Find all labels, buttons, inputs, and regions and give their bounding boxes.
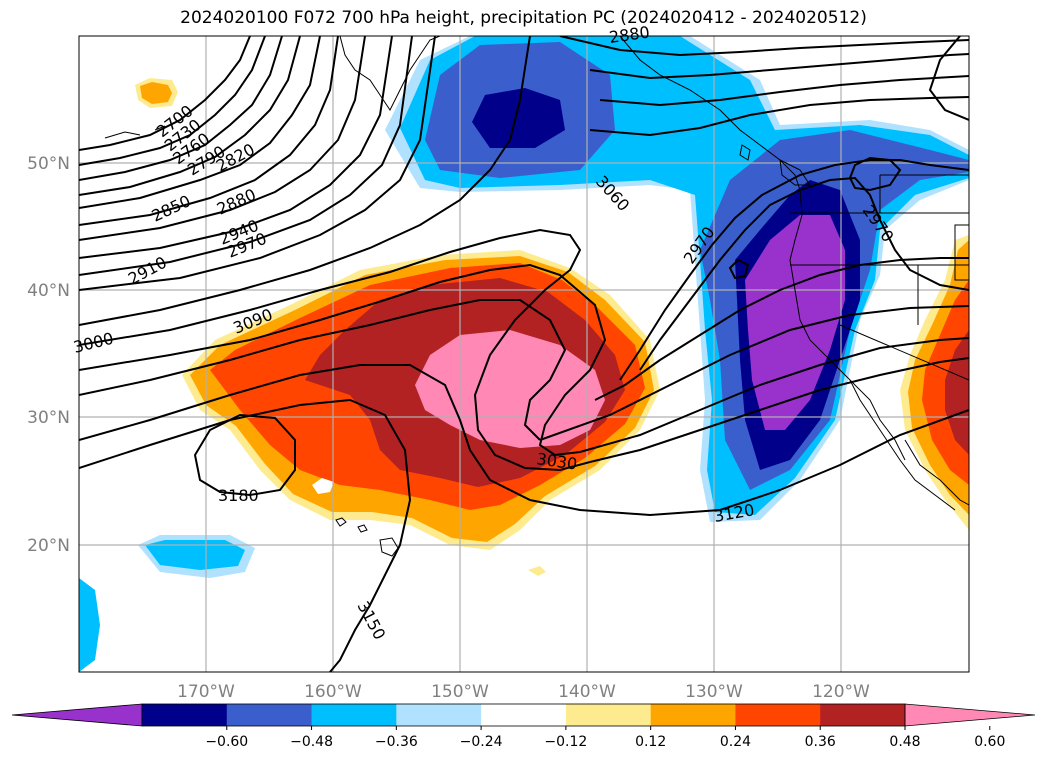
colorbar-tick-label: 0.60 — [974, 734, 1005, 750]
map-frame — [78, 35, 970, 673]
contour-north-5 — [928, 36, 969, 121]
colorbar-swatch — [650, 704, 736, 726]
lat-label-50n: 50°N — [27, 154, 70, 174]
lon-label-140w: 140°W — [558, 682, 616, 702]
contour-2760 — [79, 36, 283, 181]
contour-2970 — [79, 36, 436, 291]
contour-3150 — [79, 398, 412, 672]
contour-2970-east — [639, 176, 969, 371]
longitude-labels: 170°W 160°W 150°W 140°W 130°W 120°W — [177, 682, 870, 702]
coast-aleutian-1 — [104, 131, 141, 139]
colorbar-tick-label: −0.60 — [205, 734, 248, 750]
lon-label-150w: 150°W — [431, 682, 489, 702]
map-title: 2024020100 F072 700 hPa height, precipit… — [180, 8, 867, 28]
contour-2880 — [79, 36, 366, 241]
contour-3000 — [79, 36, 531, 326]
colorbar-tick-label: 0.24 — [720, 734, 751, 750]
colorbar-swatch — [226, 704, 313, 726]
contour-north-3 — [599, 75, 969, 107]
coast-baja — [849, 379, 956, 511]
coast-alaska — [339, 36, 441, 111]
coast-bc-uswest — [789, 189, 906, 461]
coast-aleutian-2 — [154, 125, 166, 131]
colorbar-extend-low — [11, 703, 143, 727]
precip-firebrick-east — [945, 330, 969, 455]
colorbar-swatch — [311, 704, 397, 726]
coastlines — [104, 36, 969, 557]
lat-label-30n: 30°N — [27, 408, 70, 428]
contour-2820 — [79, 36, 321, 209]
precip-navy-north — [472, 88, 565, 148]
colorbar-tick-label: 0.48 — [889, 734, 920, 750]
island-hawaii-3 — [379, 537, 399, 557]
colorbar-tick-label: −0.12 — [544, 734, 587, 750]
colorbar: −0.60 −0.48 −0.36 −0.24 −0.12 0.12 0.24 0.36 0.4… — [11, 703, 1036, 750]
contour-2850 — [79, 36, 339, 226]
contour-2700 — [79, 36, 251, 151]
contour-north-4 — [589, 96, 969, 137]
border-states-6 — [954, 224, 969, 281]
colorbar-swatch — [481, 704, 567, 726]
precip-sky-sw — [79, 578, 100, 672]
contour-north-2 — [589, 53, 969, 80]
contour-3030 — [79, 228, 591, 472]
lon-label-130w: 130°W — [685, 682, 743, 702]
contour-3120 — [79, 364, 969, 517]
contour-3120-east — [589, 357, 969, 463]
colorbar-extend-high — [904, 703, 1036, 727]
latitude-labels: 50°N 40°N 30°N 20°N — [27, 154, 70, 556]
precip-pink-central — [415, 330, 605, 448]
colorbar-swatch — [142, 704, 228, 726]
contour-2910 — [79, 36, 393, 259]
lon-label-160w: 160°W — [304, 682, 362, 702]
contour-label-3180: 3180 — [218, 486, 259, 505]
precip-yellow-small — [528, 566, 546, 576]
colorbar-tick-label: 0.12 — [635, 734, 666, 750]
contour-3060 — [79, 263, 607, 457]
colorbar-tick-label: −0.24 — [460, 734, 503, 750]
coast-mexico-west — [904, 439, 969, 506]
precip-purple-east — [745, 215, 845, 430]
map-content — [79, 36, 969, 672]
lat-label-20n: 20°N — [27, 536, 70, 556]
precip-sky-hawaii — [145, 540, 245, 570]
gridlines — [79, 36, 969, 672]
island-hawaii-2 — [357, 524, 368, 533]
colorbar-tick-label: −0.48 — [290, 734, 333, 750]
precip-white-hole — [312, 478, 334, 494]
colorbar-tick-label: −0.36 — [375, 734, 418, 750]
contour-north-1 — [559, 36, 969, 57]
lon-label-120w: 120°W — [812, 682, 870, 702]
lat-label-40n: 40°N — [27, 281, 70, 301]
border-states-2 — [839, 324, 969, 381]
island-vancouver — [779, 159, 811, 186]
colorbar-swatch — [396, 704, 482, 726]
colorbar-tick-label: 0.36 — [805, 734, 836, 750]
colorbar-swatch — [565, 704, 652, 726]
contour-2790 — [79, 36, 301, 196]
precip-shading — [79, 36, 969, 672]
precip-orange-aleutian — [140, 82, 172, 104]
height-contours — [79, 36, 969, 672]
colorbar-frame — [141, 703, 906, 727]
contour-3180 — [193, 413, 296, 497]
colorbar-swatch — [820, 704, 906, 726]
colorbar-swatch — [735, 704, 821, 726]
contour-2730 — [79, 36, 266, 166]
contour-2940 — [79, 36, 413, 276]
island-hawaii-1 — [335, 517, 347, 527]
contour-3000-east — [594, 257, 969, 401]
contour-3090-east — [579, 337, 969, 453]
contour-2940-east — [619, 159, 969, 381]
island-haida — [739, 144, 751, 161]
lon-label-170w: 170°W — [177, 682, 235, 702]
contour-eastcoast — [848, 156, 902, 192]
contour-small-loop — [728, 258, 750, 280]
contour-3060-east — [539, 305, 969, 441]
contour-3090 — [79, 299, 567, 441]
